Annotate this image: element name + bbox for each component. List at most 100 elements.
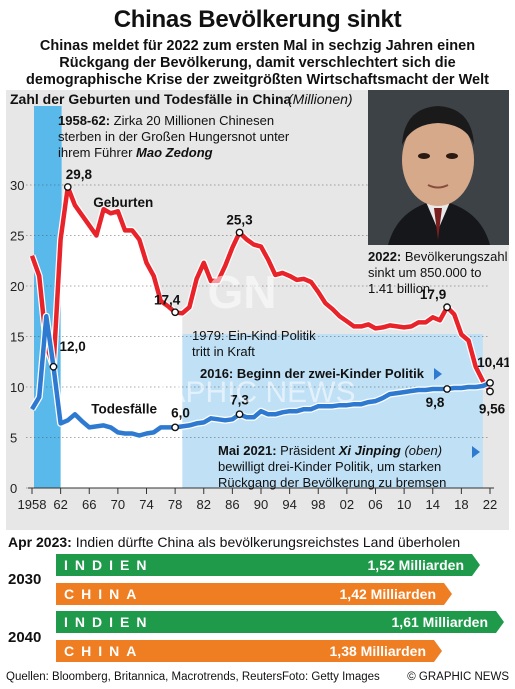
forecast-bar-india-2040: INDIEN 1,61 Milliarden [56, 611, 496, 633]
bar-country: CHINA [64, 586, 144, 602]
bar-country: CHINA [64, 643, 144, 659]
headline: Chinas Bevölkerung sinkt [113, 6, 402, 33]
x-tick-label: 02 [340, 497, 354, 512]
point-marker [486, 387, 494, 396]
series-label-births: Geburten [93, 195, 153, 210]
three-child-annotation: Mai 2021: Präsident Xi Jinping (oben) be… [218, 443, 480, 491]
point-marker [171, 308, 180, 317]
point-marker [171, 423, 180, 432]
point-label: 9,8 [426, 395, 445, 410]
point-marker [443, 385, 451, 393]
famine-annotation: 1958-62: Zirka 20 Millionen Chinesen ste… [58, 113, 320, 161]
x-tick-label: 06 [368, 497, 382, 512]
births-line [29, 184, 492, 393]
deaths-line [30, 314, 491, 438]
two-child-annotation: 2016: Beginn der zwei-Kinder Politik [200, 366, 440, 382]
y-tick-label: 5 [10, 431, 17, 446]
famine-leader: Mao Zedong [136, 145, 213, 160]
famine-years: 1958-62: [58, 113, 111, 128]
point-label: 7,3 [230, 392, 249, 407]
three-child-post: bewilligt drei-Kinder Politik, um starke… [218, 459, 447, 490]
point-marker [486, 378, 494, 387]
chart-unit: (Millionen) [288, 91, 353, 107]
bar-value: 1,38 Milliarden [329, 643, 426, 659]
chart-svg: 0 5 10 15 20 25 30 1958 62 66 70 74 78 82 86 90 94 98 02 06… [10, 91, 509, 512]
policy-period-band [182, 334, 483, 488]
x-tick-label: 14 [426, 497, 440, 512]
forecast-bar-china-2030: CHINA 1,42 Milliarden [56, 583, 444, 605]
subheadline: Chinas meldet für 2022 zum ersten Mal in… [26, 38, 489, 88]
bar-country: INDIEN [64, 557, 154, 573]
x-tick-label: 70 [111, 497, 125, 512]
watermark-text: GRAPHIC NEWS [120, 376, 355, 409]
year-label-2030: 2030 [8, 571, 42, 588]
x-tick-label: 1958 [18, 497, 47, 512]
x-tick-label: 82 [197, 497, 211, 512]
point-label: 9,56 [479, 401, 506, 416]
photo-credit: Foto: Getty Images [282, 671, 380, 683]
y-tick-label: 15 [10, 330, 24, 345]
footer: Quellen: Bloomberg, Britannica, Macrotre… [0, 668, 515, 689]
population-annotation: 2022: Bevölkerungszahl sinkt um 850.000 … [368, 249, 508, 297]
x-tick-label: 22 [483, 497, 497, 512]
y-tick-label: 30 [10, 178, 24, 193]
x-tick-label: 62 [53, 497, 67, 512]
point-marker [63, 183, 72, 191]
x-tick-label: 90 [254, 497, 268, 512]
portrait-photo [368, 90, 509, 245]
brand-credit: © GRAPHIC NEWS [407, 671, 509, 683]
bar-country: INDIEN [64, 614, 154, 630]
three-child-pre: Präsident [280, 443, 336, 458]
forecast-title: Apr 2023: Indien dürfte China als bevölk… [8, 534, 460, 550]
forecast-title-bold: Apr 2023: [8, 534, 72, 550]
famine-text: Zirka 20 Millionen Chinesen sterben in d… [58, 113, 290, 160]
two-child-text: 2016: Beginn der zwei-Kinder Politik [200, 366, 424, 381]
point-label: 29,8 [66, 167, 93, 182]
point-label: 25,3 [226, 212, 253, 227]
three-child-paren: (oben) [404, 443, 443, 458]
forecast-bar-tip [434, 640, 442, 662]
forecast-title-text: Indien dürfte China als bevölkerungsreic… [75, 534, 461, 550]
point-marker [235, 228, 244, 237]
forecast-bar-china-2040: CHINA 1,38 Milliarden [56, 640, 434, 662]
point-marker [49, 362, 58, 371]
x-tick-label: 86 [225, 497, 239, 512]
y-tick-label: 0 [10, 481, 17, 496]
point-label: 10,41 [477, 355, 509, 370]
bar-value: 1,61 Milliarden [391, 614, 488, 630]
population-text: Bevölkerungszahl sinkt um 850.000 to 1.4… [368, 249, 508, 296]
sources: Quellen: Bloomberg, Britannica, Macrotre… [6, 671, 283, 683]
y-tick-label: 20 [10, 279, 24, 294]
x-tick-label: 18 [454, 497, 468, 512]
forecast-bar-india-2030: INDIEN 1,52 Milliarden [56, 554, 472, 576]
x-tick-label: 66 [82, 497, 96, 512]
x-tick-label: 94 [282, 497, 296, 512]
point-marker [443, 303, 451, 312]
y-tick-label: 10 [10, 380, 24, 395]
x-tick-label: 10 [397, 497, 411, 512]
year-label-2040: 2040 [8, 629, 42, 646]
watermark-logo: GN [208, 266, 277, 318]
two-child-arrow [434, 368, 442, 380]
x-tick-label: 74 [139, 497, 153, 512]
forecast-bar-tip [444, 583, 452, 605]
point-label: 6,0 [171, 405, 190, 420]
one-child-text: 1979: Ein-Kind Politik tritt in Kraft [192, 328, 316, 359]
y-tick-label: 25 [10, 229, 24, 244]
three-child-date: Mai 2021: [218, 443, 277, 458]
bar-value: 1,42 Milliarden [339, 586, 436, 602]
point-marker [235, 410, 244, 419]
point-label: 12,0 [59, 339, 85, 354]
x-tick-label: 98 [311, 497, 325, 512]
three-child-name: Xi Jinping [338, 443, 401, 458]
forecast-bar-tip [496, 611, 504, 633]
series-label-deaths: Todesfälle [91, 401, 157, 416]
bar-value: 1,52 Milliarden [367, 557, 464, 573]
point-label: 17,9 [420, 287, 446, 302]
births-area-fill [60, 187, 183, 488]
one-child-annotation: 1979: Ein-Kind Politik tritt in Kraft [192, 328, 332, 360]
three-child-arrow [472, 446, 480, 458]
x-tick-label: 78 [168, 497, 182, 512]
chart-title: Zahl der Geburten und Todesfälle in Chin… [10, 91, 292, 107]
point-label: 17,4 [154, 292, 181, 307]
